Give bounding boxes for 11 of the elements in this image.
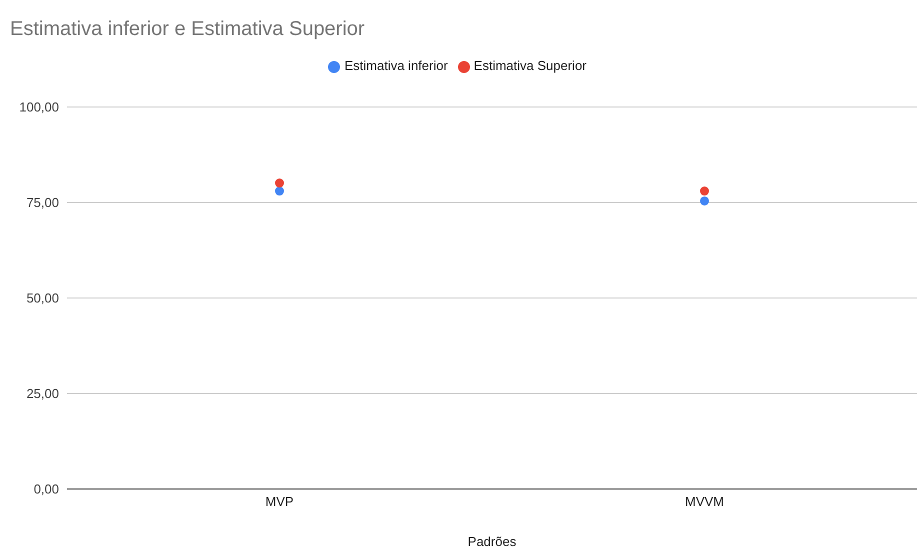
y-tick-label: 100,00 <box>19 100 59 115</box>
x-tick-label: MVVM <box>685 494 724 510</box>
y-tick-label: 25,00 <box>26 386 59 402</box>
legend-label: Estimativa inferior <box>344 58 448 73</box>
y-tick-label: 50,00 <box>26 290 59 306</box>
legend-label: Estimativa Superior <box>474 58 587 73</box>
y-tick-label: 0,00 <box>34 482 59 497</box>
chart-title: Estimativa inferior e Estimativa Superior <box>10 18 365 41</box>
y-tick-label: 75,00 <box>26 195 59 210</box>
x-tick-label: MVP <box>265 494 294 510</box>
x-axis-title: Padrões <box>468 534 517 549</box>
